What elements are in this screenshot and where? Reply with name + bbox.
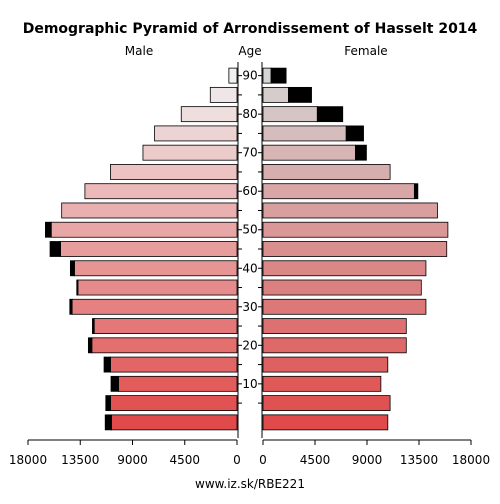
bar-female-foreign-70-74 bbox=[355, 144, 367, 161]
bar-male-55-59 bbox=[61, 202, 238, 219]
bar-male-20-24 bbox=[91, 337, 238, 354]
x-tick-label-male: 9000 bbox=[117, 453, 148, 467]
male-label: Male bbox=[125, 44, 153, 58]
bar-female-25-29 bbox=[262, 318, 407, 334]
bar-male-85-89 bbox=[209, 86, 238, 103]
age-tick-label: 90 bbox=[242, 69, 257, 83]
chart-title: Demographic Pyramid of Arrondissement of… bbox=[23, 21, 478, 37]
bar-female-0-4 bbox=[262, 414, 389, 431]
bar-male-70-74 bbox=[142, 144, 238, 161]
age-tick-label: 40 bbox=[242, 261, 257, 275]
bar-male-foreign-35-39 bbox=[76, 279, 79, 296]
bar-male-60-64 bbox=[84, 183, 238, 200]
bar-female-45-49 bbox=[262, 241, 448, 257]
bar-male-foreign-50-54 bbox=[45, 221, 52, 238]
bar-female-75-79 bbox=[262, 125, 347, 142]
age-tick-label: 70 bbox=[242, 146, 257, 160]
bar-female-40-44 bbox=[262, 260, 427, 277]
bar-female-65-69 bbox=[262, 164, 391, 180]
age-tick-label: 50 bbox=[242, 223, 257, 237]
bar-female-50-54 bbox=[262, 221, 449, 238]
bar-female-35-39 bbox=[262, 279, 422, 296]
bar-male-0-4 bbox=[111, 414, 238, 431]
bar-male-foreign-10-14 bbox=[110, 375, 119, 392]
bar-female-foreign-60-64 bbox=[413, 183, 419, 200]
age-tick-label: 20 bbox=[242, 338, 257, 352]
x-tick-label-female: 9000 bbox=[352, 453, 383, 467]
bar-female-60-64 bbox=[262, 183, 415, 200]
female-label: Female bbox=[344, 44, 387, 58]
age-tick-label: 80 bbox=[242, 107, 257, 121]
bar-female-85-89 bbox=[262, 86, 289, 103]
x-tick-label-male: 4500 bbox=[169, 453, 200, 467]
age-label: Age bbox=[238, 44, 261, 58]
bar-male-foreign-45-49 bbox=[49, 241, 61, 257]
bar-male-45-49 bbox=[60, 241, 238, 257]
bar-male-80-84 bbox=[180, 106, 238, 123]
bar-male-foreign-25-29 bbox=[92, 318, 95, 334]
x-tick-label-female: 13500 bbox=[400, 453, 438, 467]
bar-male-foreign-15-19 bbox=[103, 356, 111, 373]
bar-male-75-79 bbox=[154, 125, 238, 142]
bar-female-foreign-85-89 bbox=[288, 86, 312, 103]
bar-male-foreign-5-9 bbox=[105, 395, 111, 412]
bar-male-40-44 bbox=[74, 260, 238, 277]
bar-male-foreign-20-24 bbox=[87, 337, 93, 354]
x-tick-label-female: 0 bbox=[259, 453, 267, 467]
bar-female-foreign-75-79 bbox=[345, 125, 364, 142]
bar-male-25-29 bbox=[93, 318, 238, 334]
bar-female-90+ bbox=[262, 67, 272, 84]
bar-male-10-14 bbox=[118, 375, 238, 392]
bar-male-30-34 bbox=[71, 298, 238, 315]
bar-male-35-39 bbox=[77, 279, 238, 296]
footer-url: www.iz.sk/RBE221 bbox=[195, 477, 305, 491]
bar-female-5-9 bbox=[262, 395, 391, 412]
age-tick-label: 60 bbox=[242, 184, 257, 198]
bar-female-55-59 bbox=[262, 202, 438, 219]
bar-male-5-9 bbox=[110, 395, 238, 412]
bar-male-foreign-0-4 bbox=[104, 414, 113, 431]
bar-female-foreign-80-84 bbox=[316, 106, 344, 123]
x-tick-label-female: 4500 bbox=[300, 453, 331, 467]
x-tick-label-male: 13500 bbox=[61, 453, 99, 467]
bar-female-70-74 bbox=[262, 144, 356, 161]
bar-male-foreign-40-44 bbox=[69, 260, 75, 277]
x-tick-label-female: 18000 bbox=[452, 453, 490, 467]
x-tick-label-male: 18000 bbox=[9, 453, 47, 467]
bars-group bbox=[45, 67, 449, 431]
bar-male-foreign-30-34 bbox=[69, 298, 73, 315]
bar-female-80-84 bbox=[262, 106, 318, 123]
bar-female-10-14 bbox=[262, 375, 382, 392]
bar-male-50-54 bbox=[50, 221, 238, 238]
bar-female-foreign-90+ bbox=[270, 67, 287, 84]
bar-female-30-34 bbox=[262, 298, 427, 315]
bar-female-20-24 bbox=[262, 337, 407, 354]
age-tick-label: 10 bbox=[242, 377, 257, 391]
bar-male-90+ bbox=[228, 67, 238, 84]
bar-male-15-19 bbox=[110, 356, 238, 373]
bar-female-15-19 bbox=[262, 356, 389, 373]
axes-group: 10 20 30 40 50 60 70 80 90 18000 13500 9000 4500 0 0 45… bbox=[9, 62, 490, 467]
x-tick-label-male: 0 bbox=[233, 453, 241, 467]
age-tick-label: 30 bbox=[242, 300, 257, 314]
bar-male-65-69 bbox=[110, 164, 238, 180]
